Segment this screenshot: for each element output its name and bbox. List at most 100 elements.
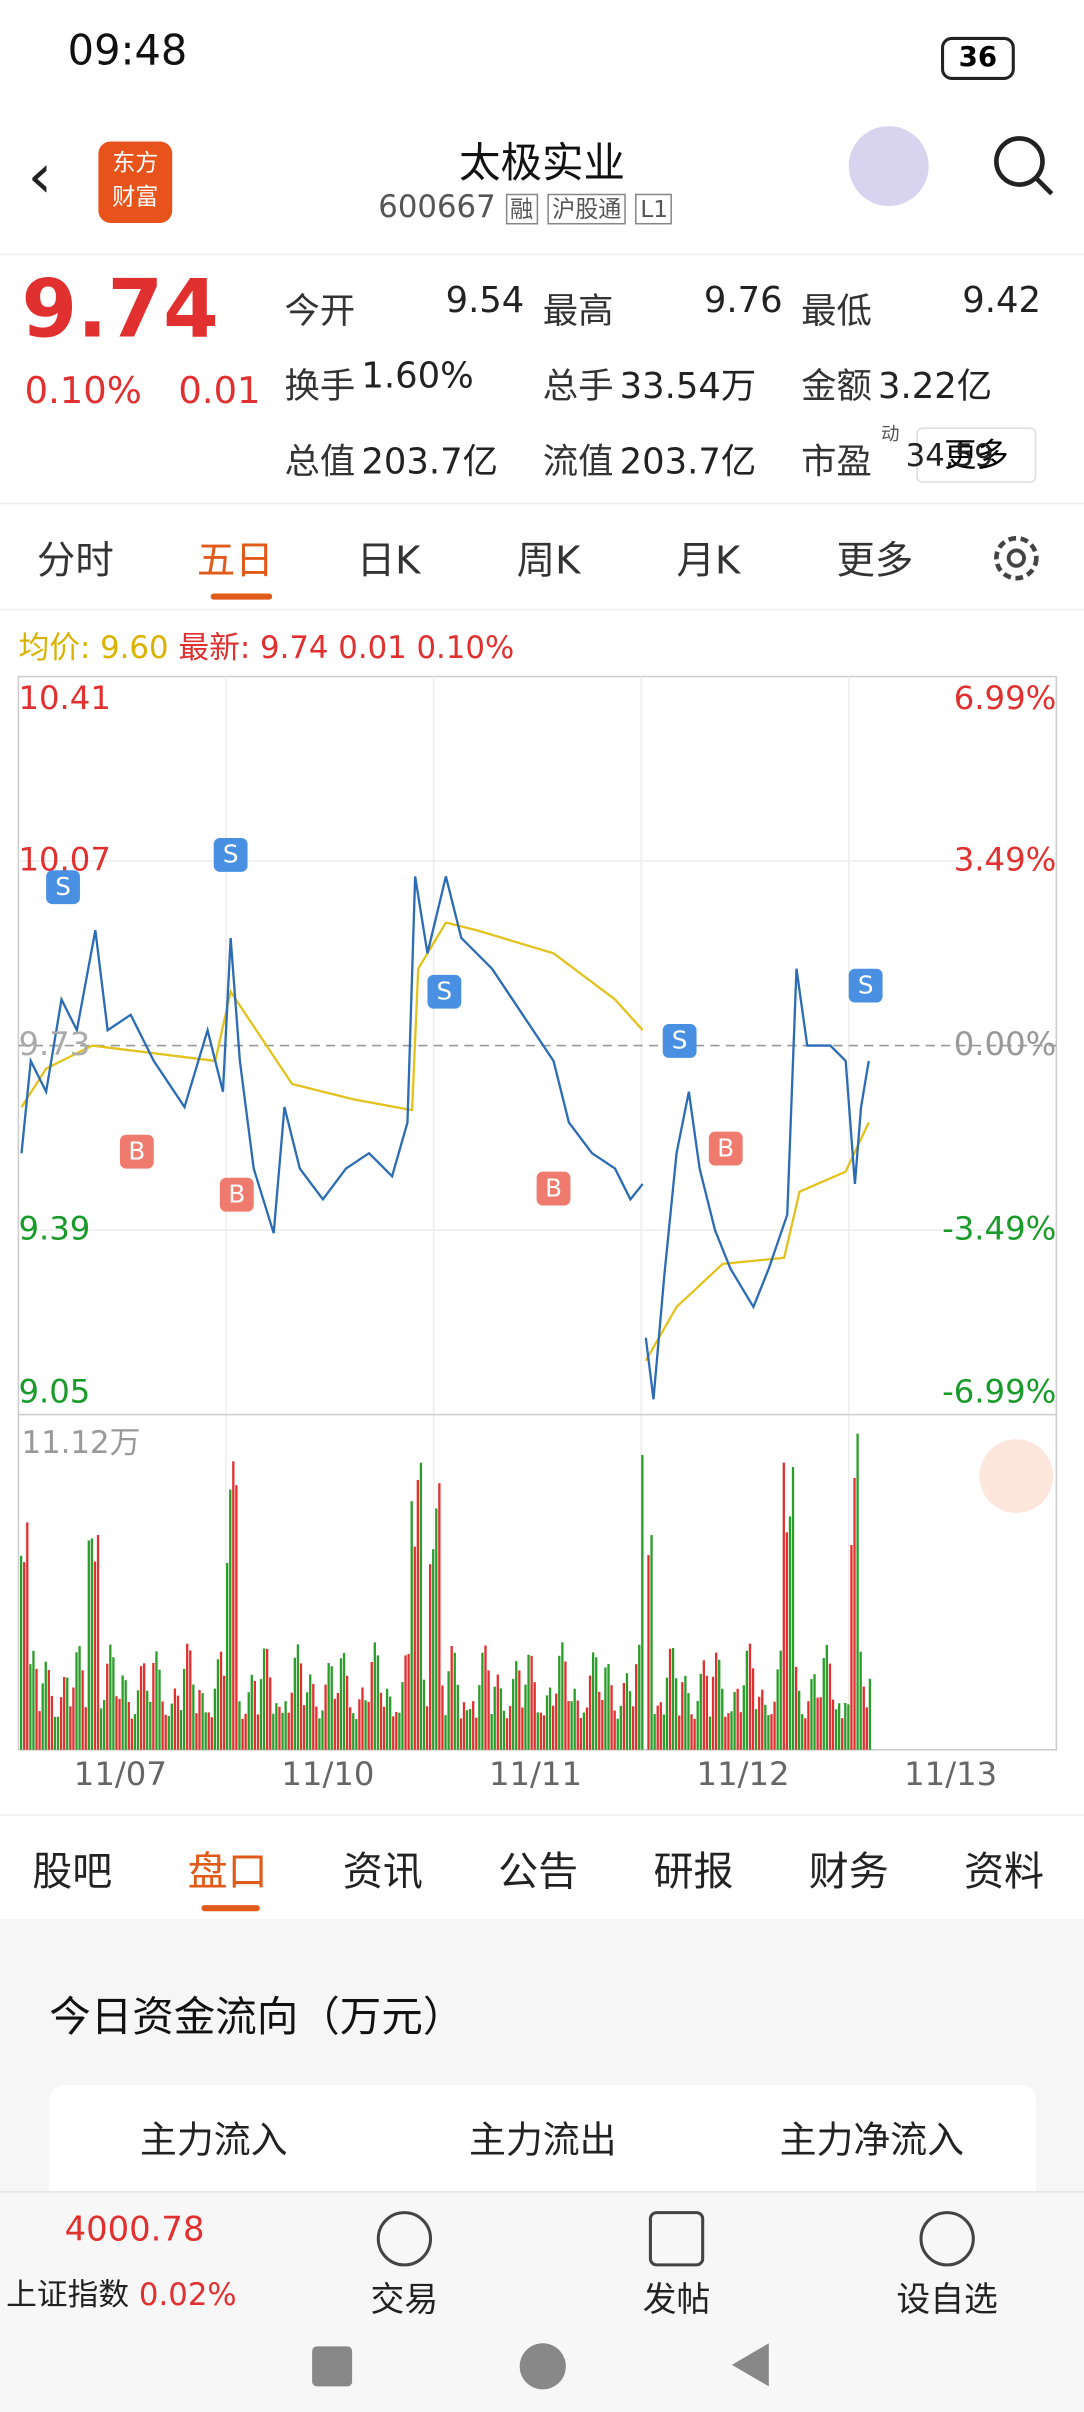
volume-bar (146, 1690, 149, 1750)
action-icon[interactable] (648, 2211, 705, 2267)
volume-bar (579, 1718, 582, 1750)
nav-recent[interactable] (312, 2346, 353, 2387)
tab[interactable]: 资料 (964, 1849, 1045, 1896)
action-icon[interactable] (376, 2211, 433, 2267)
volume-bar (807, 1701, 810, 1750)
volume-bar (130, 1718, 134, 1750)
volume-bar (573, 1688, 576, 1750)
y2-label: -3.49% (942, 1210, 1057, 1247)
volume-bar (736, 1688, 739, 1750)
marker: S (213, 837, 248, 872)
action[interactable]: 设自选 (896, 2281, 998, 2321)
volume-bar (748, 1643, 752, 1750)
volume-bar (825, 1644, 828, 1750)
logo-text: 东方 (112, 149, 159, 177)
marker: B (536, 1171, 571, 1206)
expand[interactable] (979, 1439, 1054, 1513)
code: 600667 融 沪股通 L1 (378, 188, 673, 225)
action[interactable]: 发帖 (642, 2281, 711, 2321)
volume-bar (103, 1700, 106, 1750)
tab[interactable]: 日K (356, 538, 421, 583)
volume-bar (576, 1700, 579, 1750)
volume-bar (278, 1706, 281, 1750)
volume-bar (213, 1688, 217, 1750)
avg-label: 均价: 9.60 (18, 628, 169, 666)
action-icon[interactable] (919, 2211, 975, 2267)
volume-bar (342, 1653, 346, 1750)
volume-bar (275, 1703, 278, 1750)
tab[interactable]: 周K (516, 538, 581, 583)
action[interactable]: 交易 (370, 2281, 439, 2321)
marker: B (708, 1131, 743, 1166)
volume-bar (462, 1702, 466, 1750)
settings[interactable] (989, 530, 1044, 585)
volume-bar (653, 1714, 656, 1750)
volume-bar (422, 1679, 426, 1750)
volume-bar (533, 1682, 536, 1750)
volume-bar (324, 1684, 327, 1750)
volume-bar (512, 1679, 515, 1750)
tab[interactable]: 研报 (653, 1849, 734, 1896)
volume-bar (810, 1679, 813, 1750)
volume-bar (305, 1692, 309, 1750)
volume-bar (195, 1713, 198, 1750)
tab[interactable]: 月K (676, 538, 741, 583)
volume-bar (358, 1699, 361, 1750)
volume-bar (284, 1701, 287, 1750)
volume-bar (475, 1717, 478, 1750)
volume-bar (201, 1693, 204, 1750)
tab[interactable]: 公告 (498, 1849, 579, 1896)
volume-bar (708, 1716, 712, 1750)
more-button[interactable]: 更多 (916, 427, 1037, 483)
tab[interactable]: 财务 (808, 1849, 889, 1896)
tab[interactable]: 资讯 (342, 1849, 423, 1896)
marker: S (848, 968, 883, 1003)
change: 0.01 (178, 369, 261, 413)
volume-bar (788, 1516, 792, 1750)
tab[interactable]: 分时 (36, 538, 114, 583)
volume-bar (401, 1682, 404, 1750)
tab[interactable]: 五日 (196, 538, 274, 583)
nav-home[interactable] (519, 2343, 566, 2390)
volume-bar (222, 1675, 226, 1750)
volume-bar (850, 1545, 853, 1750)
index[interactable]: 上证指数 0.02% (6, 2269, 236, 2314)
volume-bar (127, 1701, 130, 1750)
assistant[interactable] (848, 126, 929, 207)
field-label: 今开 (284, 292, 356, 333)
volume-bar (641, 1455, 644, 1750)
volume-bar (410, 1501, 413, 1750)
volume-bar (527, 1654, 530, 1750)
tab[interactable]: 盘口 (187, 1849, 268, 1896)
volume-bar (182, 1668, 186, 1750)
volume-bar (155, 1651, 158, 1750)
volume-bar (650, 1535, 653, 1750)
volume-bar (598, 1691, 601, 1750)
volume-bar (99, 1708, 103, 1750)
field-sup: 动 (881, 422, 900, 445)
volume-bar (693, 1718, 696, 1750)
volume-bar (542, 1715, 546, 1750)
volume-bar (816, 1697, 819, 1750)
volume-bar (179, 1710, 183, 1750)
tab[interactable]: 更多 (836, 538, 914, 583)
volume-bar (352, 1713, 355, 1750)
x-label: 11/11 (488, 1755, 583, 1793)
volume-bar (259, 1679, 263, 1750)
volume-bar (50, 1695, 54, 1750)
volume-bar (47, 1669, 50, 1750)
search[interactable] (990, 132, 1058, 200)
volume-bar (142, 1663, 146, 1750)
tab[interactable]: 股吧 (32, 1849, 113, 1896)
x-label: 11/07 (73, 1755, 167, 1793)
tag: L1 (635, 193, 673, 225)
logo[interactable]: 东方 财富 (98, 141, 173, 223)
volume-bar (767, 1715, 770, 1750)
volume-bar (355, 1718, 358, 1750)
nav-back[interactable] (729, 2340, 772, 2389)
volume-bar (385, 1688, 389, 1750)
back[interactable]: ‹ (27, 141, 53, 213)
volume-bar (690, 1714, 693, 1750)
index-value[interactable]: 4000.78 (64, 2211, 205, 2250)
